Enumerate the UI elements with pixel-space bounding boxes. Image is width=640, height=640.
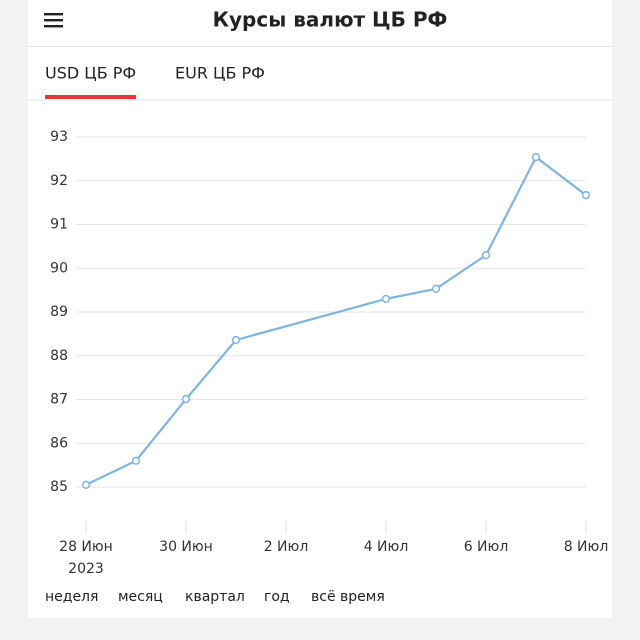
- period-button[interactable]: неделя: [45, 589, 98, 605]
- data-point: [231, 335, 241, 345]
- y-tick-label: 92: [50, 173, 68, 189]
- menu-bar: [44, 13, 63, 16]
- x-tick-label: 28 Июн: [59, 539, 113, 555]
- data-point: [531, 152, 541, 162]
- data-point: [131, 456, 141, 465]
- tab[interactable]: EUR ЦБ РФ: [175, 64, 265, 83]
- data-point: [431, 284, 441, 293]
- active-tab-indicator: [45, 95, 136, 99]
- y-tick-label: 85: [50, 479, 68, 495]
- data-point: [181, 394, 191, 404]
- menu-bar: [44, 19, 63, 22]
- x-tick-label: 6 Июл: [464, 539, 509, 555]
- y-tick-label: 87: [50, 392, 68, 408]
- x-tick-label: 30 Июн: [159, 539, 213, 555]
- data-point: [581, 191, 591, 200]
- tab[interactable]: USD ЦБ РФ: [45, 64, 136, 83]
- x-tick-label: 8 Июл: [564, 539, 609, 555]
- card: [28, 0, 612, 618]
- x-year-label: 2023: [68, 561, 104, 577]
- plot: 85 86 87 88 89 90 91 92 93 28 Июн 30 Июн 2 Июл 4 Июл…: [50, 129, 608, 577]
- y-tick-label: 90: [50, 260, 68, 276]
- y-tick-label: 86: [50, 435, 68, 451]
- x-tick-label: 2 Июл: [264, 539, 309, 555]
- header-title: Курсы валют ЦБ РФ: [213, 8, 448, 32]
- period-button[interactable]: всё время: [311, 589, 385, 605]
- y-tick-label: 91: [50, 217, 68, 233]
- data-point: [81, 480, 91, 489]
- data-point: [381, 294, 391, 304]
- period-button[interactable]: год: [264, 589, 290, 605]
- y-tick-label: 88: [50, 348, 68, 364]
- period-button[interactable]: квартал: [185, 589, 245, 605]
- x-tick-label: 4 Июл: [364, 539, 409, 555]
- period-button[interactable]: месяц: [118, 589, 163, 605]
- data-point: [481, 250, 491, 260]
- menu-bar: [44, 25, 63, 28]
- y-tick-label: 93: [50, 129, 68, 145]
- y-tick-label: 89: [50, 304, 68, 320]
- menu-button[interactable]: [44, 13, 63, 28]
